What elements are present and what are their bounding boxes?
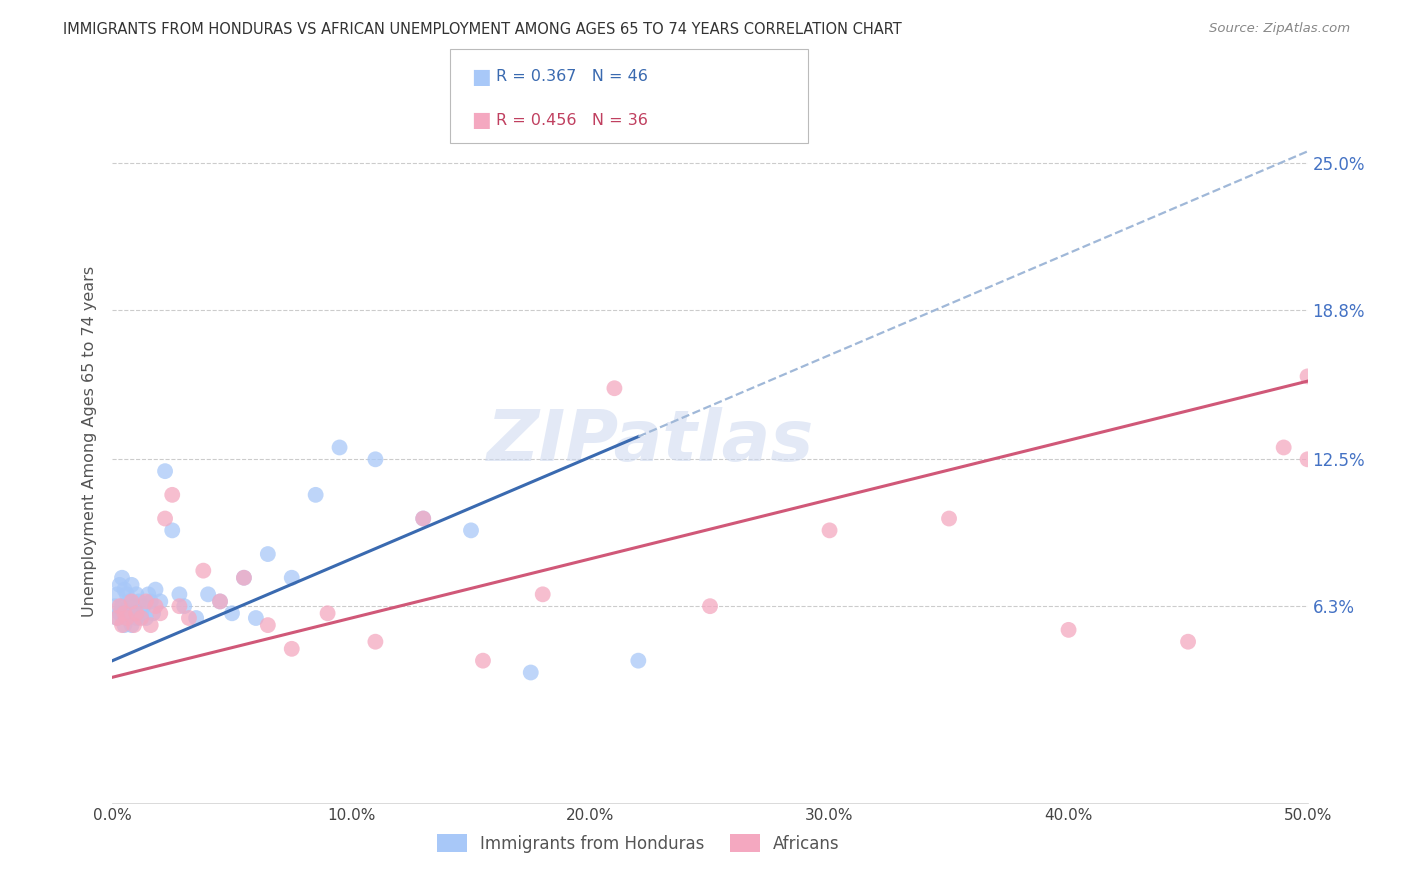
Point [460,524,482,538]
Point [108,607,131,621]
Point [627,654,650,668]
Point [281,641,304,656]
Text: R = 0.456   N = 36: R = 0.456 N = 36 [496,113,648,128]
Point [105,587,128,601]
Point [125,607,148,621]
Point [125,611,148,625]
Point [115,587,138,601]
Point [699,599,721,614]
Point [149,594,172,608]
Point [118,607,141,621]
Point [118,594,141,608]
Point [316,607,339,621]
Point [142,607,165,621]
Point [1296,452,1319,467]
Point [233,571,256,585]
Point [1296,369,1319,384]
Text: Source: ZipAtlas.com: Source: ZipAtlas.com [1209,22,1350,36]
Point [153,511,176,525]
Point [193,564,215,578]
Point [1057,623,1080,637]
Point [186,611,208,625]
Point [111,571,134,585]
Point [364,452,387,467]
Text: IMMIGRANTS FROM HONDURAS VS AFRICAN UNEMPLOYMENT AMONG AGES 65 TO 74 YEARS CORRE: IMMIGRANTS FROM HONDURAS VS AFRICAN UNEM… [63,22,903,37]
Point [135,594,157,608]
Y-axis label: Unemployment Among Ages 65 to 74 years: Unemployment Among Ages 65 to 74 years [82,266,97,617]
Text: ZIPatlas: ZIPatlas [486,407,814,476]
Point [938,511,960,525]
Point [121,594,143,608]
Point [122,599,145,614]
Point [520,665,543,680]
Text: ■: ■ [471,67,491,87]
Point [1177,634,1199,648]
Point [111,599,134,614]
Point [209,594,232,608]
Point [105,611,128,625]
Point [412,511,434,525]
Point [472,654,495,668]
Point [531,587,554,601]
Point [104,599,127,614]
Point [132,599,155,614]
Point [257,618,280,632]
Text: ■: ■ [471,111,491,130]
Point [364,634,387,648]
Point [128,594,150,608]
Point [129,611,152,625]
Point [135,611,157,625]
Point [108,578,131,592]
Point [257,547,280,561]
Point [114,582,135,597]
Point [162,524,183,538]
Point [245,611,267,625]
Point [121,578,143,592]
Legend: Immigrants from Honduras, Africans: Immigrants from Honduras, Africans [430,828,846,860]
Point [105,611,128,625]
Point [111,618,134,632]
Point [209,594,232,608]
Point [115,611,138,625]
Point [122,618,145,632]
Point [281,571,304,585]
Point [149,607,172,621]
Point [169,587,191,601]
Point [818,524,841,538]
Point [173,599,195,614]
Point [221,607,243,621]
Point [125,587,148,601]
Point [139,618,162,632]
Point [115,611,138,625]
Point [233,571,256,585]
Point [197,587,219,601]
Point [412,511,434,525]
Point [114,618,135,632]
Point [1272,441,1295,455]
Point [145,599,167,614]
Text: R = 0.367   N = 46: R = 0.367 N = 46 [496,70,648,84]
Point [603,381,626,395]
Point [169,599,191,614]
Point [153,464,176,478]
Point [145,582,167,597]
Point [121,618,143,632]
Point [108,599,131,614]
Point [177,611,200,625]
Point [138,587,160,601]
Point [129,607,152,621]
Point [305,488,328,502]
Point [114,607,135,621]
Point [329,441,352,455]
Point [162,488,183,502]
Point [139,594,162,608]
